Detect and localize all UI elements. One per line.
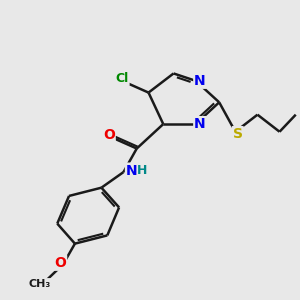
Text: O: O <box>54 256 66 270</box>
Text: O: O <box>103 128 115 142</box>
Text: H: H <box>136 164 147 177</box>
Text: N: N <box>194 74 206 88</box>
Text: S: S <box>233 127 243 141</box>
Text: Cl: Cl <box>116 72 129 85</box>
Text: CH₃: CH₃ <box>28 279 51 289</box>
Text: N: N <box>126 164 138 178</box>
Text: N: N <box>194 117 206 131</box>
